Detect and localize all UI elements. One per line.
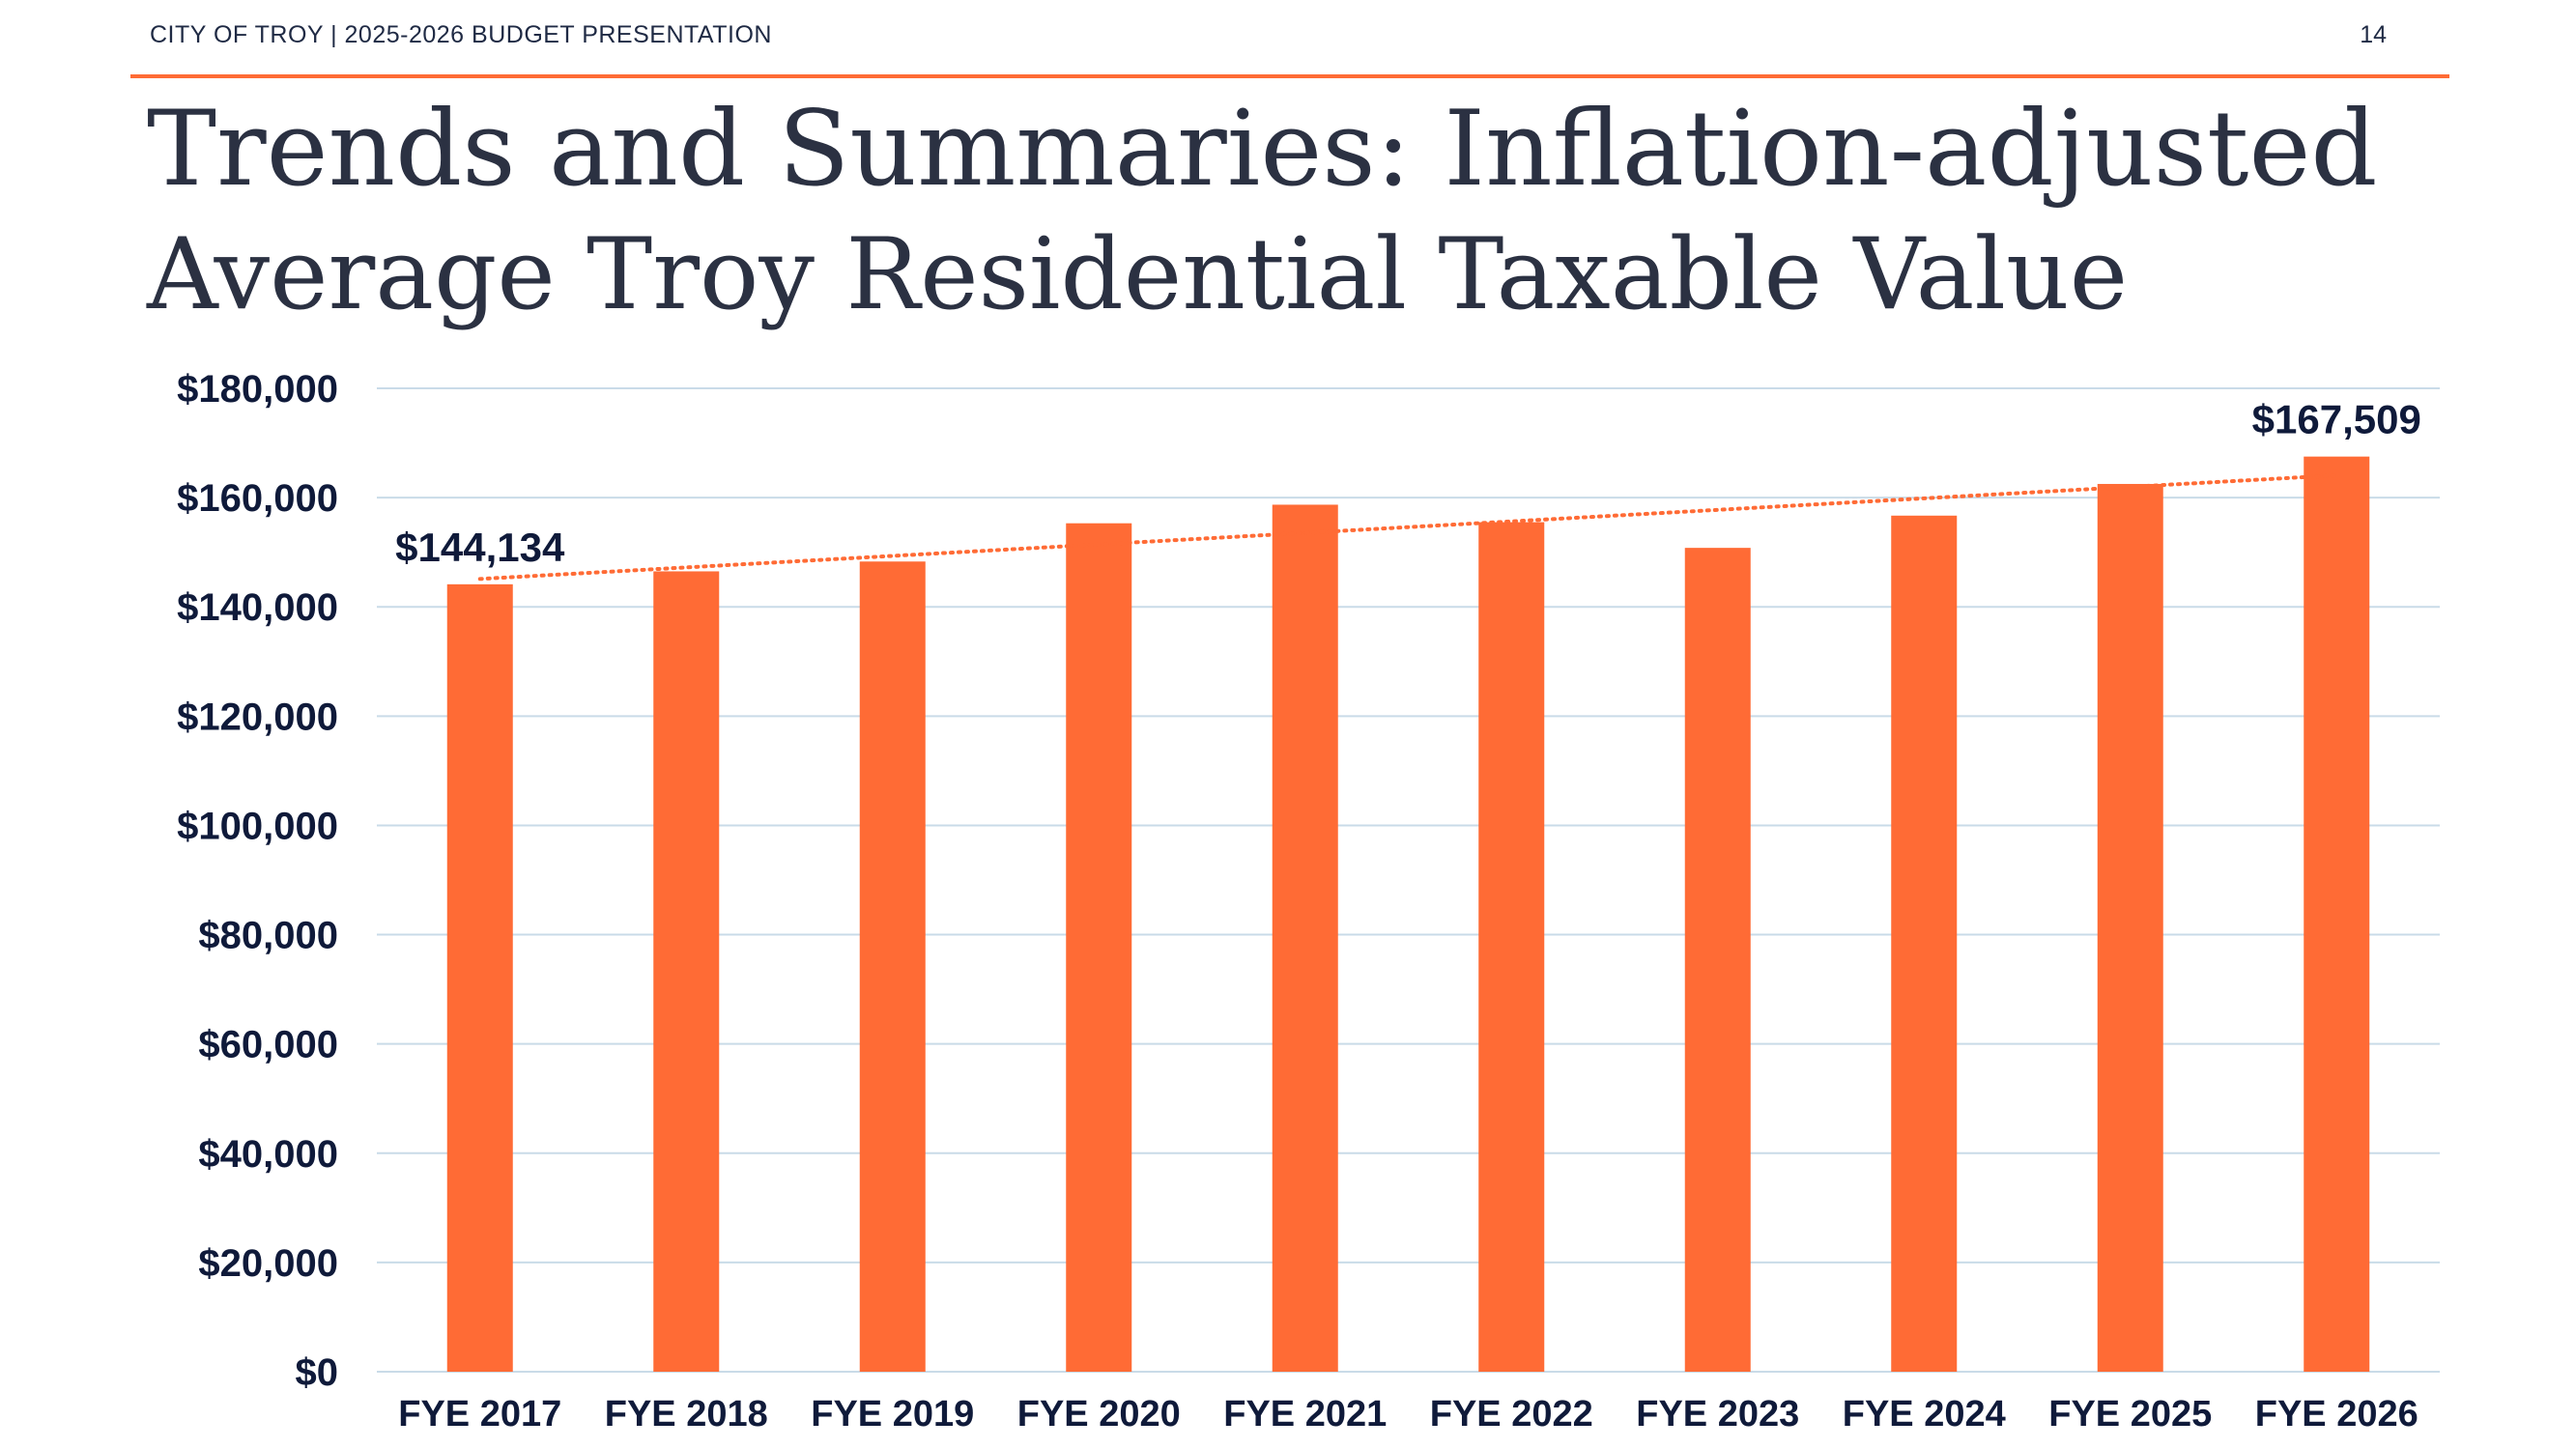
y-tick-label: $100,000 — [177, 805, 338, 847]
x-tick-label: FYE 2022 — [1430, 1394, 1593, 1435]
x-tick-label: FYE 2020 — [1017, 1394, 1181, 1435]
bar — [1891, 515, 1958, 1372]
page-number: 14 — [2360, 21, 2387, 48]
bar — [446, 583, 513, 1372]
presentation-header: CITY OF TROY | 2025-2026 BUDGET PRESENTA… — [150, 21, 772, 48]
slide-title: Trends and Summaries: Inflation-adjusted — [147, 89, 2378, 210]
bar — [1066, 523, 1132, 1372]
header-divider — [130, 74, 2449, 78]
y-tick-label: $180,000 — [177, 368, 338, 411]
x-tick-label: FYE 2025 — [2048, 1394, 2212, 1435]
slide-subtitle: Average Troy Residential Taxable Value — [147, 217, 2129, 332]
bar — [653, 571, 720, 1372]
data-label: $144,134 — [395, 525, 565, 570]
x-tick-label: FYE 2017 — [398, 1394, 561, 1435]
x-tick-label: FYE 2023 — [1636, 1394, 1799, 1435]
bar — [1478, 522, 1545, 1372]
y-tick-label: $0 — [296, 1351, 339, 1394]
y-tick-label: $20,000 — [198, 1242, 338, 1285]
y-tick-label: $140,000 — [177, 586, 338, 629]
y-tick-label: $80,000 — [198, 915, 338, 957]
y-tick-label: $160,000 — [177, 477, 338, 520]
x-tick-label: FYE 2024 — [1843, 1394, 2006, 1435]
bar — [1272, 504, 1338, 1372]
x-tick-label: FYE 2021 — [1223, 1394, 1387, 1435]
trendline — [477, 473, 2339, 582]
data-label: $167,509 — [2252, 397, 2421, 442]
bar — [1684, 548, 1751, 1372]
x-tick-label: FYE 2019 — [811, 1394, 974, 1435]
y-tick-label: $120,000 — [177, 696, 338, 738]
bar — [2304, 456, 2370, 1372]
y-tick-label: $60,000 — [198, 1024, 338, 1066]
bar — [859, 561, 926, 1372]
bar — [2097, 483, 2163, 1372]
x-tick-label: FYE 2026 — [2255, 1394, 2419, 1435]
y-tick-label: $40,000 — [198, 1133, 338, 1176]
x-tick-label: FYE 2018 — [605, 1394, 768, 1435]
